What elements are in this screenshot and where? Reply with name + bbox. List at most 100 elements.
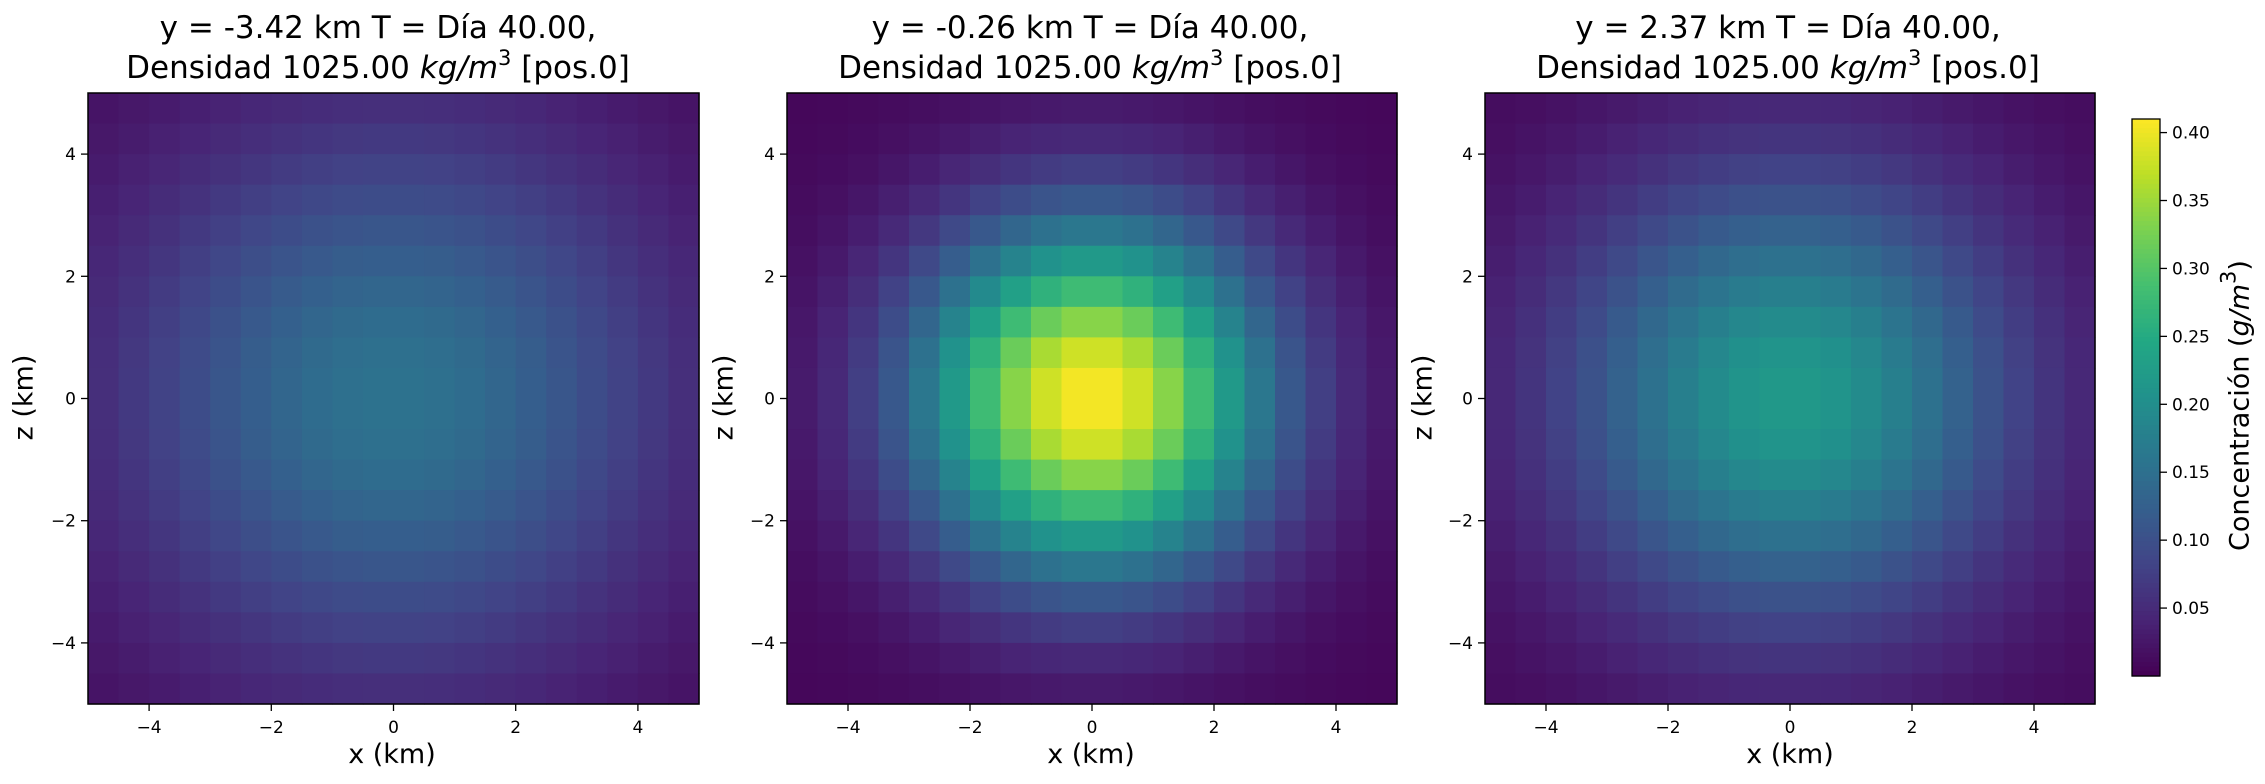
heatmap-cell xyxy=(1305,429,1337,461)
heatmap-cell xyxy=(179,673,211,705)
heatmap-cell xyxy=(1305,642,1337,675)
colorbar-segment xyxy=(2132,355,2160,361)
heatmap-cell xyxy=(668,429,700,461)
heatmap-cell xyxy=(576,367,608,400)
heatmap-cell xyxy=(817,337,849,369)
heatmap-cell xyxy=(1031,367,1063,400)
colorbar-segment xyxy=(2132,216,2160,222)
heatmap-cell xyxy=(1607,581,1639,613)
heatmap-cell xyxy=(848,184,880,216)
heatmap-cell xyxy=(1576,184,1608,216)
heatmap-cell xyxy=(1637,398,1669,430)
heatmap-cell xyxy=(515,184,547,216)
heatmap-cell xyxy=(1698,367,1730,400)
heatmap-cell xyxy=(301,520,333,552)
heatmap-cell xyxy=(2034,642,2066,675)
heatmap-cell xyxy=(1031,245,1063,277)
heatmap-cell xyxy=(1275,673,1307,705)
heatmap-cell xyxy=(424,245,456,277)
colorbar-segment xyxy=(2132,532,2160,538)
heatmap-cell xyxy=(1668,429,1700,461)
heatmap-cell xyxy=(362,337,395,369)
heatmap-cell xyxy=(546,245,578,277)
heatmap-cell xyxy=(393,154,425,186)
heatmap-cell xyxy=(817,490,849,522)
heatmap-cell xyxy=(970,337,1002,369)
heatmap-cell xyxy=(1515,642,1547,675)
heatmap-cell xyxy=(1759,459,1791,491)
heatmap-cell xyxy=(1698,123,1730,155)
heatmap-cell xyxy=(1485,612,1517,644)
heatmap-cell xyxy=(1668,93,1700,125)
heatmap-cell xyxy=(970,93,1002,125)
heatmap-cell xyxy=(393,581,425,613)
heatmap-cell xyxy=(1759,245,1791,277)
heatmap-cell xyxy=(2064,551,2096,583)
heatmap-cell xyxy=(878,673,910,705)
colorbar-segment xyxy=(2132,202,2160,208)
heatmap-cell xyxy=(1881,215,1913,247)
heatmap-cell xyxy=(1092,581,1124,613)
heatmap-cell xyxy=(817,459,849,491)
heatmap-cell xyxy=(1275,520,1307,552)
heatmap-cell xyxy=(1576,398,1608,430)
x-tick-label: 0 xyxy=(1087,718,1098,738)
heatmap-cell xyxy=(668,459,700,491)
heatmap-cell xyxy=(1820,306,1852,338)
heatmap-cell xyxy=(1275,459,1307,491)
heatmap-cell xyxy=(2064,337,2096,369)
heatmap-cell xyxy=(149,93,181,125)
heatmap-cell xyxy=(909,276,941,308)
heatmap-cell xyxy=(607,215,639,247)
y-tick-label: 4 xyxy=(764,145,775,165)
heatmap-cell xyxy=(240,520,272,552)
heatmap-cell xyxy=(1729,306,1761,338)
heatmap-cell xyxy=(1366,581,1398,613)
heatmap-cell xyxy=(362,245,395,277)
heatmap-cell xyxy=(1942,276,1974,308)
heatmap-cell xyxy=(787,673,819,705)
heatmap-cell xyxy=(332,367,364,400)
heatmap-cell xyxy=(817,520,849,552)
heatmap-cell xyxy=(1122,612,1154,644)
heatmap-cell xyxy=(909,612,941,644)
heatmap-cell xyxy=(88,154,120,186)
heatmap-cell xyxy=(1759,306,1791,338)
heatmap-cell xyxy=(240,581,272,613)
colorbar-segment xyxy=(2132,272,2160,278)
heatmap-cell xyxy=(210,93,242,125)
heatmap-cell xyxy=(1122,673,1154,705)
colorbar-segment xyxy=(2132,429,2160,436)
heatmap-cell xyxy=(1668,490,1700,522)
heatmap-cell xyxy=(1000,276,1032,308)
heatmap-cell xyxy=(1942,367,1974,400)
heatmap-cell xyxy=(1092,93,1124,125)
heatmap-cell xyxy=(88,429,120,461)
heatmap-cell xyxy=(1305,93,1337,125)
heatmap-cell xyxy=(1546,642,1578,675)
heatmap-cell xyxy=(637,184,670,216)
heatmap-cell xyxy=(939,306,971,338)
heatmap-cell xyxy=(1485,184,1517,216)
heatmap-cell xyxy=(2034,184,2066,216)
colorbar-tick-label: 0.15 xyxy=(2172,463,2210,483)
colorbar-segment xyxy=(2132,365,2160,371)
heatmap-cell xyxy=(2064,612,2096,644)
colorbar-segment xyxy=(2132,193,2160,199)
heatmap-cell xyxy=(1366,367,1398,400)
heatmap-cell xyxy=(485,520,517,552)
heatmap-cell xyxy=(1305,276,1337,308)
heatmap-cell xyxy=(970,306,1002,338)
heatmap-cell xyxy=(1214,367,1246,400)
heatmap-cell xyxy=(878,459,910,491)
heatmap-cell xyxy=(939,612,971,644)
heatmap-cell xyxy=(88,551,120,583)
heatmap-cell xyxy=(1790,306,1822,338)
heatmap-cell xyxy=(1820,123,1852,155)
heatmap-cell xyxy=(1698,276,1730,308)
heatmap-cell xyxy=(1912,306,1944,338)
heatmap-cell xyxy=(1000,367,1032,400)
heatmap-cell xyxy=(362,123,395,155)
heatmap-cell xyxy=(1305,245,1337,277)
heatmap-cell xyxy=(1759,367,1791,400)
